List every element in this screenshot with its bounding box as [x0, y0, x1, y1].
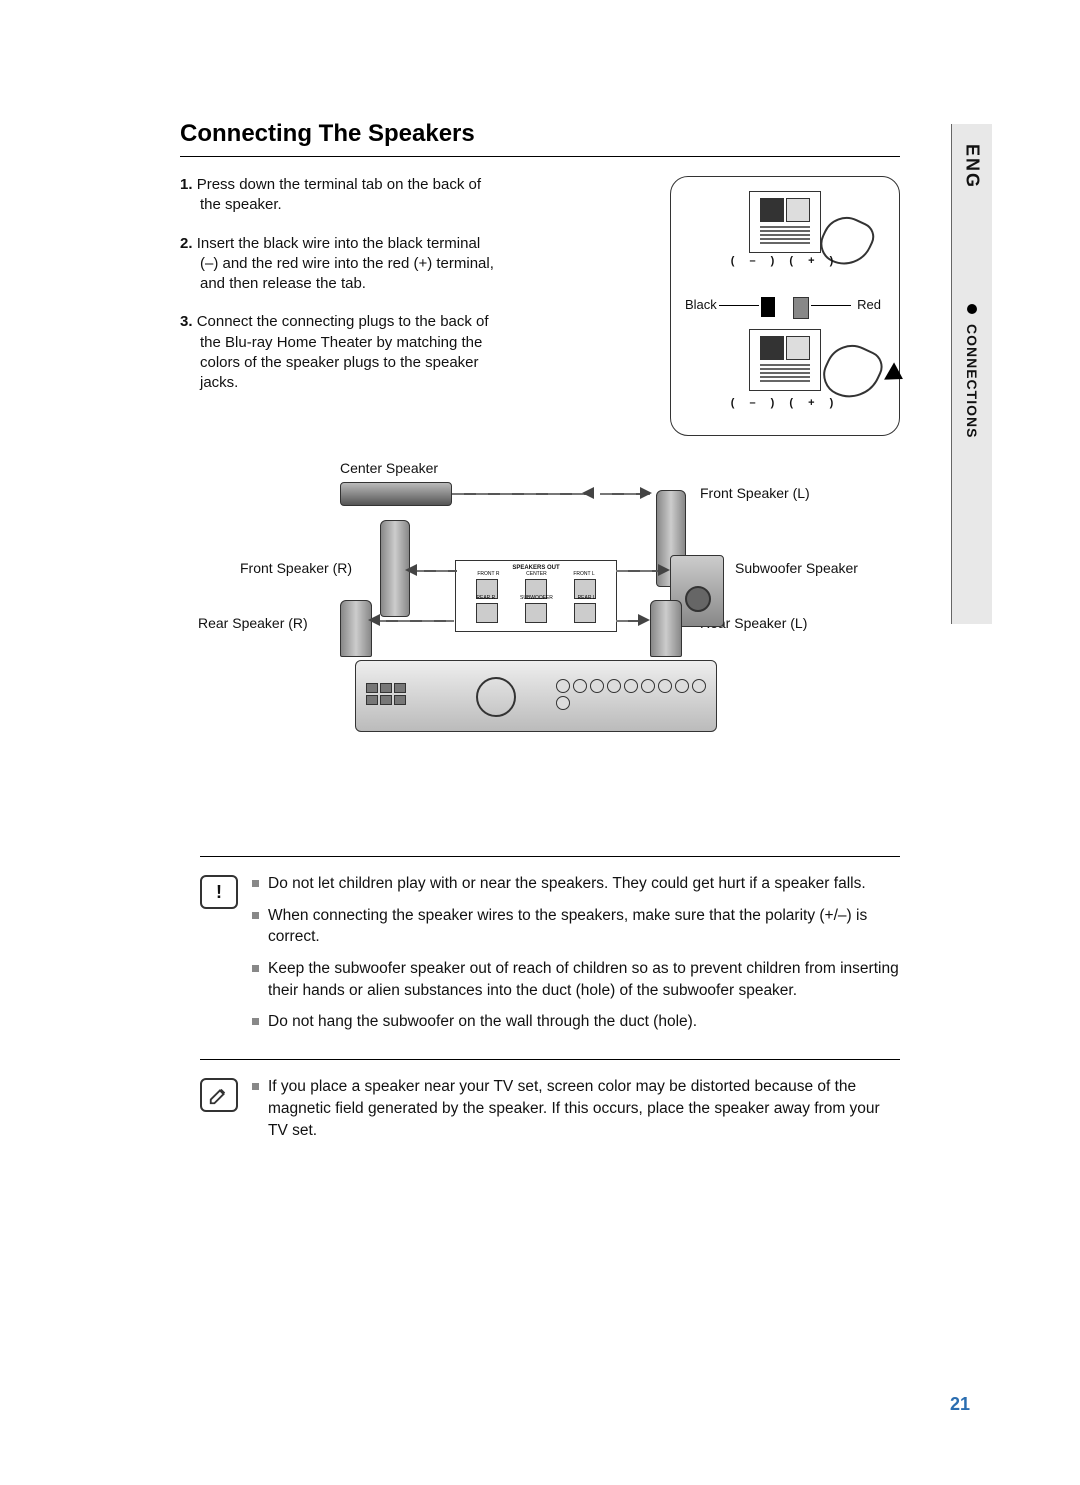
center-speaker-icon — [340, 482, 452, 506]
arrow-icon — [638, 614, 650, 626]
rear-left-speaker-icon — [650, 600, 682, 657]
arrow-icon — [582, 487, 594, 499]
terminal-stripes — [760, 364, 810, 384]
unit-back-ports — [556, 679, 706, 710]
step-text: Connect the connecting plugs to the back… — [197, 313, 489, 391]
rear-right-speaker-icon — [340, 600, 372, 657]
note-item: Keep the subwoofer speaker out of reach … — [252, 958, 900, 1001]
step-text: Press down the terminal tab on the back … — [197, 176, 481, 213]
plug-icon — [525, 603, 547, 623]
unit-speaker-ports — [366, 683, 406, 717]
caution-block: ! Do not let children play with or near … — [200, 873, 900, 1043]
wire — [374, 620, 454, 622]
info-list: If you place a speaker near your TV set,… — [252, 1076, 900, 1151]
step-text: Insert the black wire into the black ter… — [197, 235, 494, 293]
red-terminal-icon — [793, 297, 809, 319]
arrow-icon — [405, 564, 417, 576]
note-item: If you place a speaker near your TV set,… — [252, 1076, 900, 1141]
side-tab-dot — [967, 304, 977, 314]
caution-list: Do not let children play with or near th… — [252, 873, 900, 1043]
arrow-icon — [368, 614, 380, 626]
polarity-label: ( – ) ( + ) — [731, 397, 839, 409]
terminal-label-black: Black — [685, 297, 717, 312]
diagram-label-center: Center Speaker — [340, 460, 438, 476]
diagram-label-subwoofer: Subwoofer Speaker — [735, 560, 858, 576]
notes-section: ! Do not let children play with or near … — [200, 840, 900, 1159]
arrow-icon — [658, 564, 670, 576]
notes-divider — [200, 1059, 900, 1060]
step-number: 3. — [180, 313, 193, 330]
black-terminal-icon — [761, 297, 775, 317]
side-tab-lang: ENG — [962, 144, 983, 189]
polarity-label: ( – ) ( + ) — [731, 255, 839, 267]
pencil-icon — [208, 1084, 230, 1106]
diagram-label-front-l: Front Speaker (L) — [700, 485, 810, 501]
leader-line — [719, 305, 759, 306]
step-item: 3. Connect the connecting plugs to the b… — [180, 312, 500, 393]
terminal-figure: ( – ) ( + ) Black Red ( – ) ( + ) — [670, 176, 900, 436]
terminal-stripes — [760, 226, 810, 246]
diagram-label-rear-r: Rear Speaker (R) — [198, 615, 308, 631]
main-content: Connecting The Speakers 1. Press down th… — [180, 120, 900, 411]
step-number: 1. — [180, 176, 193, 193]
side-tab: ENG CONNECTIONS — [951, 124, 992, 624]
manual-page: ENG CONNECTIONS Connecting The Speakers … — [0, 0, 1080, 1485]
side-tab-section: CONNECTIONS — [964, 324, 980, 438]
arrow-icon — [640, 487, 652, 499]
leader-line — [811, 305, 851, 306]
notes-divider — [200, 856, 900, 857]
note-item: Do not let children play with or near th… — [252, 873, 900, 895]
plug-icon — [574, 603, 596, 623]
caution-icon: ! — [200, 875, 238, 909]
main-unit-icon — [355, 660, 717, 732]
info-block: If you place a speaker near your TV set,… — [200, 1076, 900, 1151]
step-item: 1. Press down the terminal tab on the ba… — [180, 175, 500, 216]
plug-row: REAR RSUBWOOFERREAR L — [464, 603, 608, 623]
terminal-label-red: Red — [857, 297, 881, 312]
page-number: 21 — [950, 1394, 970, 1415]
title-rule — [180, 156, 900, 157]
arrow-icon — [884, 362, 908, 387]
note-item: When connecting the speaker wires to the… — [252, 905, 900, 948]
terminal-cell-bottom — [749, 329, 821, 391]
plug-icon — [476, 603, 498, 623]
note-item: Do not hang the subwoofer on the wall th… — [252, 1011, 900, 1033]
speakers-out-panel: SPEAKERS OUT FRONT RCENTERFRONT L REAR R… — [455, 560, 617, 632]
note-icon — [200, 1078, 238, 1112]
step-number: 2. — [180, 235, 193, 252]
step-item: 2. Insert the black wire into the black … — [180, 234, 500, 295]
speaker-connection-diagram: Center Speaker Front Speaker (L) Front S… — [180, 460, 900, 800]
wire — [452, 493, 592, 495]
wire — [412, 570, 457, 572]
terminal-cell-top — [749, 191, 821, 253]
diagram-label-front-r: Front Speaker (R) — [240, 560, 352, 576]
section-title: Connecting The Speakers — [180, 120, 900, 148]
